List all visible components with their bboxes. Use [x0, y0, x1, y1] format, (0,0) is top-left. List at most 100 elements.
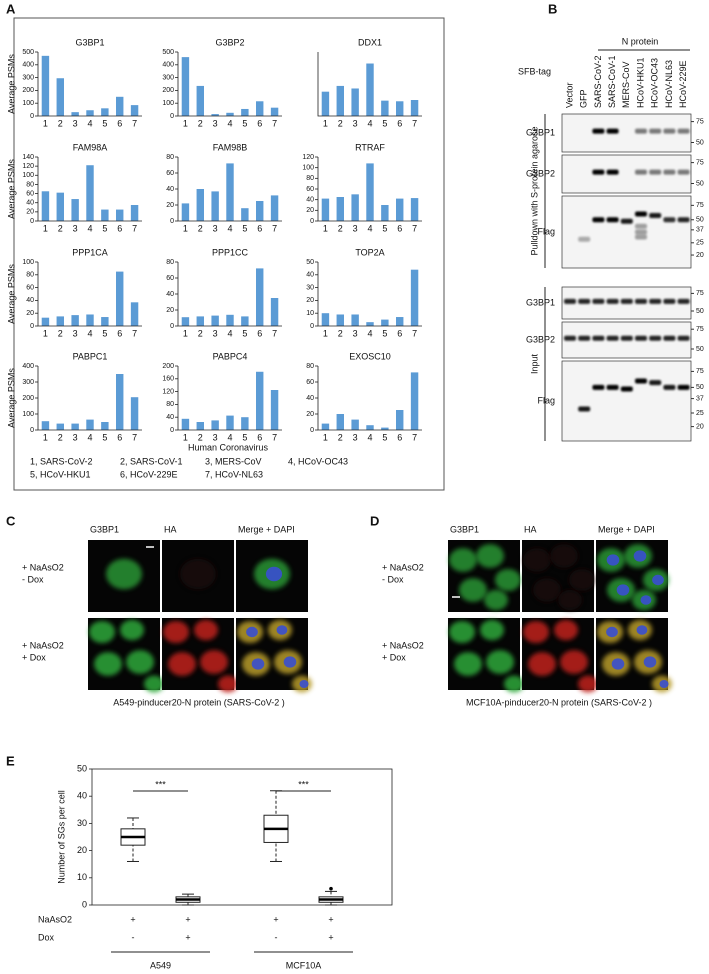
bar [41, 421, 50, 430]
x-tick-label: 6 [397, 118, 402, 128]
band [578, 335, 591, 341]
x-tick-label: 2 [338, 223, 343, 233]
y-tick-label: 20 [166, 307, 174, 314]
bar [71, 199, 79, 221]
marker-label: 50 [696, 139, 704, 146]
marker-label: 50 [696, 308, 704, 315]
bar [41, 317, 50, 326]
bar [101, 209, 109, 221]
y-tick-label: 20 [26, 209, 34, 216]
band [606, 217, 619, 223]
nucleus [611, 658, 625, 670]
band [564, 298, 576, 304]
y-tick-label: 100 [22, 259, 34, 266]
blot [561, 360, 692, 442]
y-tick-label: 120 [302, 154, 314, 161]
x-tick-label: 6 [117, 432, 122, 442]
legend-entry: 1, SARS-CoV-2 [30, 456, 93, 466]
bar [256, 201, 264, 221]
cell [495, 568, 521, 592]
x-tick-label: 2 [58, 432, 63, 442]
x-tick-label: 3 [73, 223, 78, 233]
bar [71, 315, 79, 326]
marker-label: 75 [696, 368, 704, 375]
bar [381, 100, 389, 116]
cell [106, 558, 142, 590]
x-tick-label: 5 [242, 223, 247, 233]
cell [120, 619, 144, 641]
bar [226, 415, 234, 430]
y-tick-label: 80 [306, 175, 314, 182]
x-tick-label: 6 [257, 118, 262, 128]
x-tick-label: 5 [102, 223, 107, 233]
cell [449, 620, 475, 644]
y-tick-label: 400 [22, 363, 34, 370]
x-tick-label: 6 [397, 432, 402, 442]
bar [86, 314, 94, 326]
cell [476, 544, 504, 568]
row-label: - Dox [382, 574, 404, 584]
x-tick-label: 7 [272, 223, 277, 233]
x-tick-label: 4 [87, 432, 92, 442]
axes [37, 52, 142, 117]
chart-title: DDX1 [358, 37, 382, 47]
y-tick-label: 50 [306, 259, 314, 266]
blot [561, 195, 692, 269]
cell [484, 589, 508, 611]
x-tick-label: 2 [198, 118, 203, 128]
y-tick-label: 20 [306, 207, 314, 214]
x-tick-label: 5 [382, 223, 387, 233]
bar [56, 316, 64, 326]
bar [321, 91, 330, 116]
blot-name: G3BP1 [526, 127, 555, 137]
bar [336, 197, 344, 221]
x-tick-label: 2 [338, 328, 343, 338]
band [663, 335, 676, 341]
bar [270, 298, 279, 326]
x-tick-label: 4 [227, 223, 232, 233]
band [677, 335, 690, 341]
y-tick-label: 40 [26, 297, 34, 304]
lane-label: GFP [579, 89, 589, 108]
bar [410, 372, 419, 430]
nucleus [276, 625, 288, 635]
x-tick-label: 7 [132, 118, 137, 128]
y-tick-label: 0 [170, 427, 174, 434]
axes [317, 157, 422, 222]
x-tick-label: 6 [117, 118, 122, 128]
band [635, 169, 647, 175]
lane-label: Vector [564, 82, 574, 108]
bar [86, 165, 94, 221]
bar [351, 88, 359, 116]
axes [37, 157, 142, 222]
bar [101, 108, 109, 116]
axes [177, 262, 282, 327]
y-tick-label: 500 [162, 49, 174, 56]
group-label: MCF10A [286, 960, 322, 970]
y-axis-title: Average PSMs [6, 54, 16, 114]
bar [270, 107, 279, 116]
chart-title: RTRAF [355, 142, 385, 152]
y-tick-label: 160 [162, 376, 174, 383]
chart-title: G3BP1 [75, 37, 104, 47]
micrograph [162, 618, 238, 693]
bar [366, 63, 374, 116]
band [620, 218, 633, 224]
marker-label: 75 [696, 326, 704, 333]
cell [144, 675, 164, 693]
nucleus [640, 595, 652, 605]
condition-value: + [328, 914, 333, 924]
bar [336, 314, 344, 326]
y-tick-label: 0 [170, 323, 174, 330]
bar [396, 410, 404, 430]
x-tick-label: 7 [132, 432, 137, 442]
marker-label: 25 [696, 240, 704, 247]
micrograph [236, 618, 312, 693]
row-label: + NaAsO2 [382, 640, 424, 650]
chart-title: PABPC1 [73, 351, 108, 361]
bar [181, 317, 190, 326]
panel-a-frame [13, 17, 445, 491]
lane-label: MERS-CoV [621, 61, 631, 108]
x-tick-label: 1 [183, 432, 188, 442]
column-header: Merge + DAPI [598, 524, 655, 534]
